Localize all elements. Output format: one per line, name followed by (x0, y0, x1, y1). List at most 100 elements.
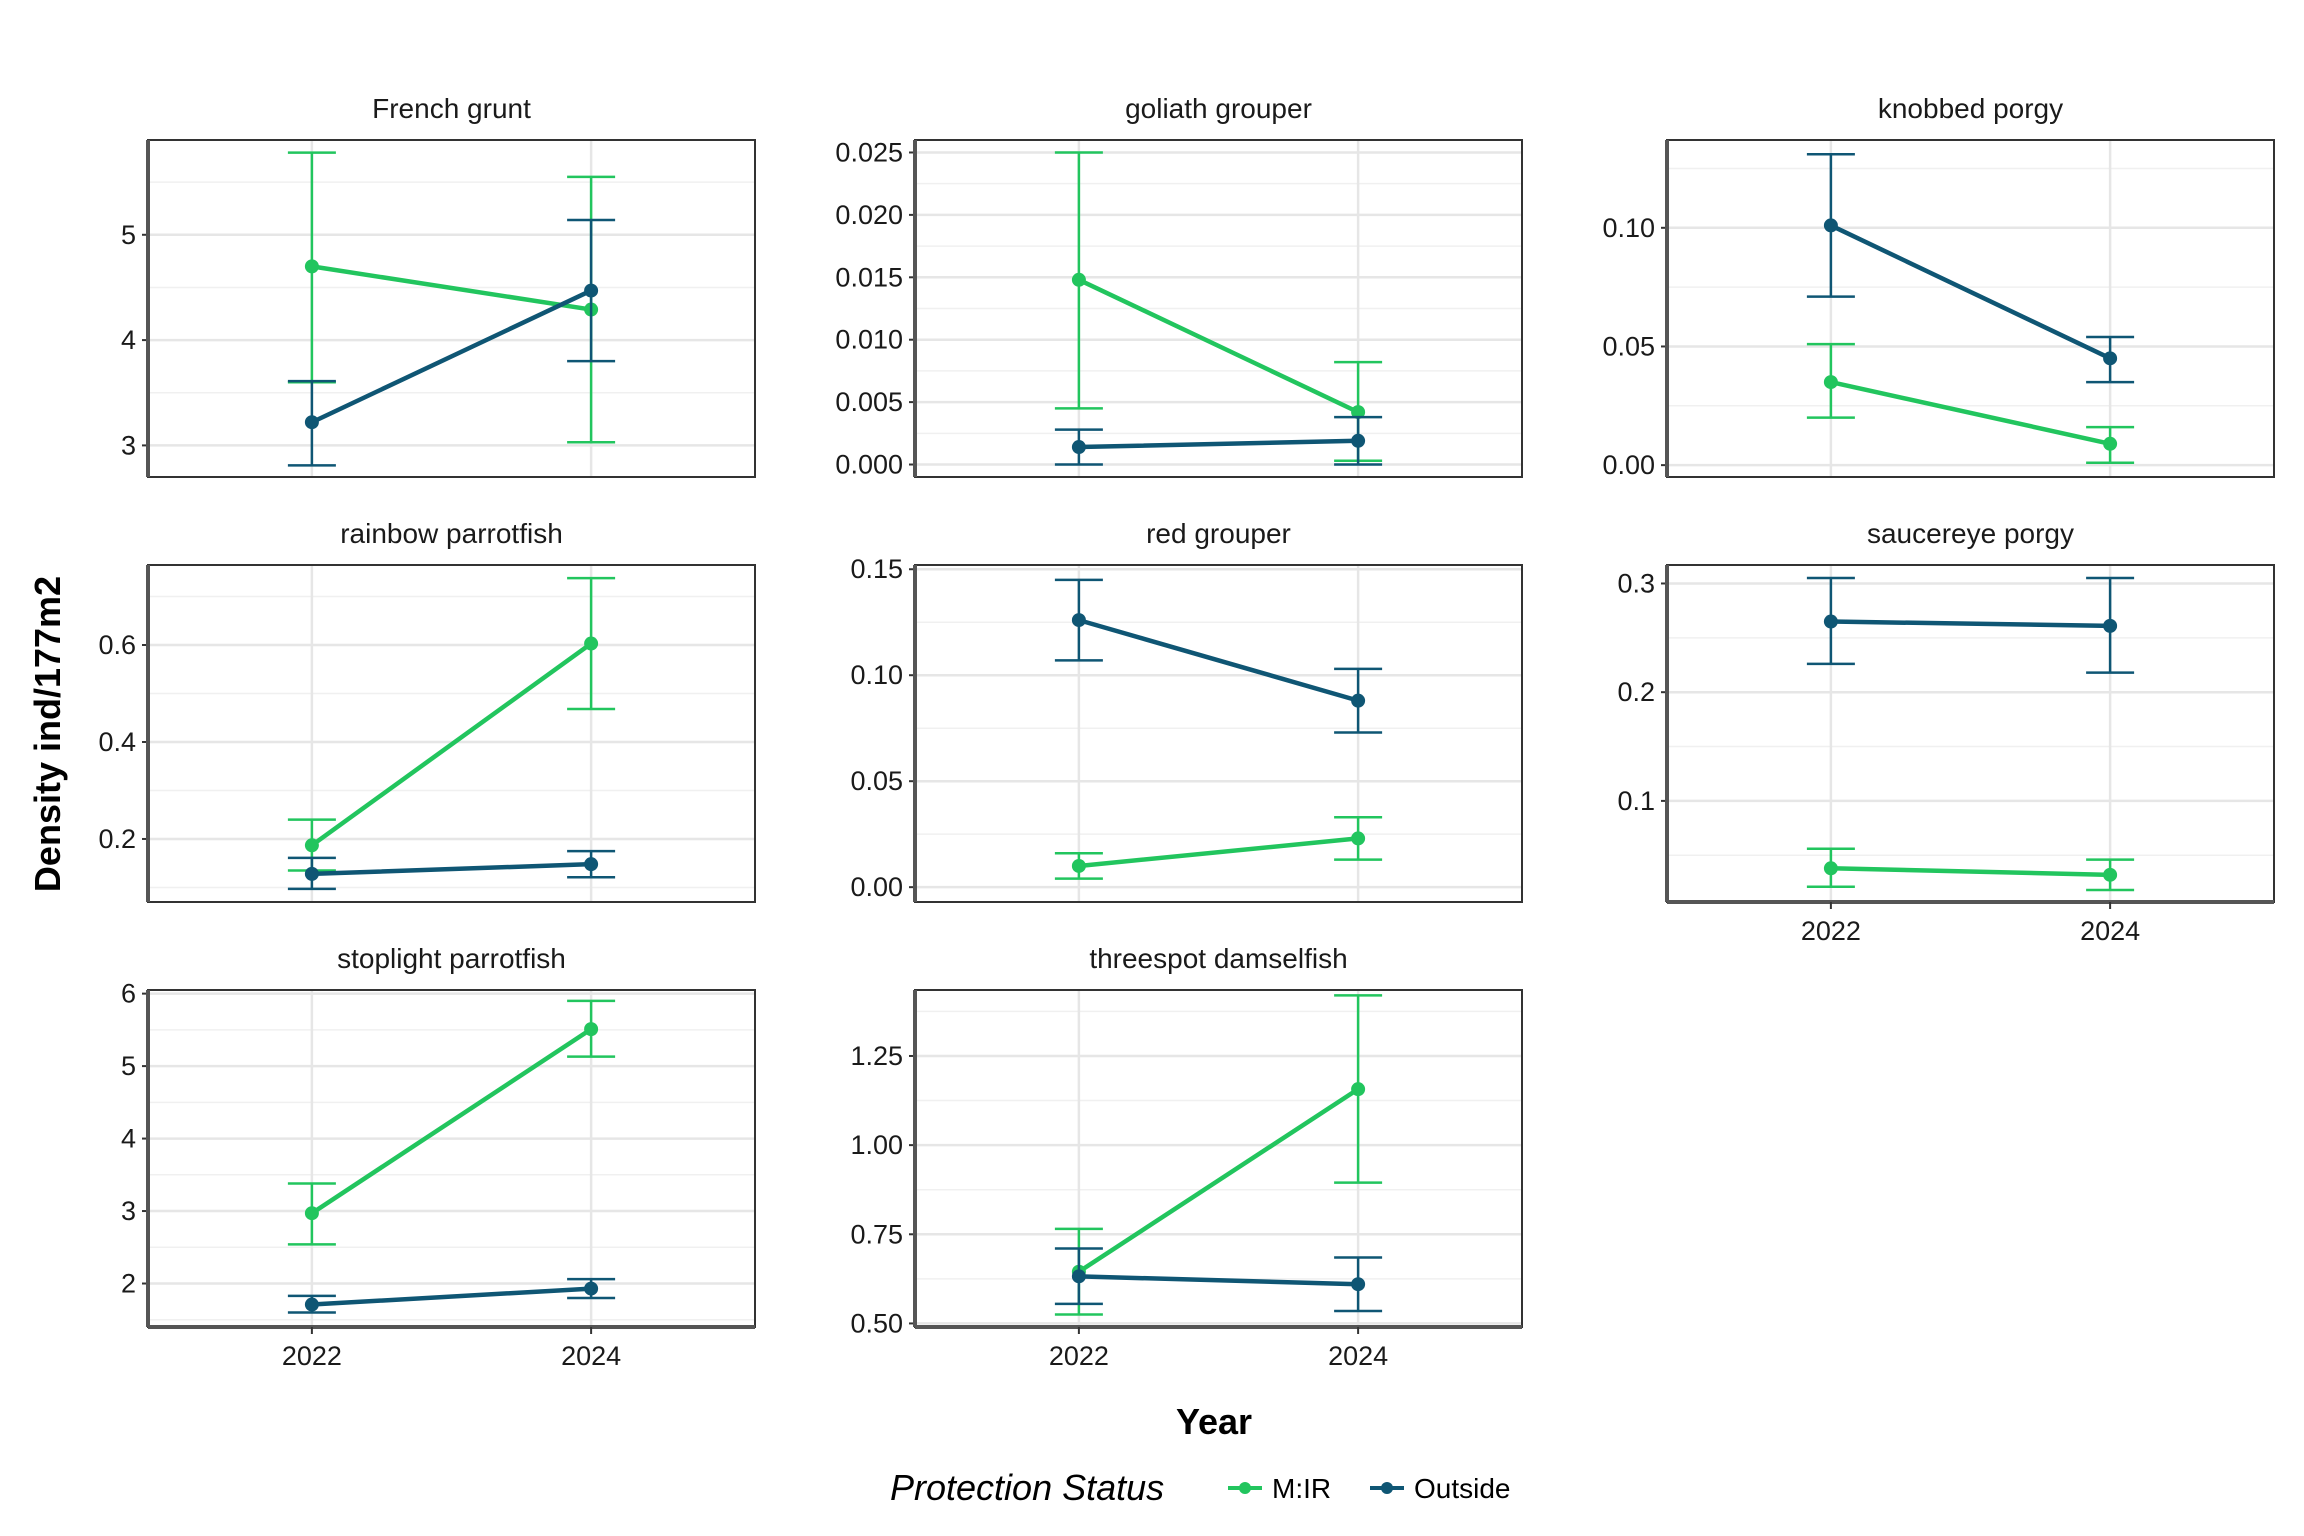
series-line-outside (1076, 1274, 1361, 1287)
panel-title: goliath grouper (1125, 93, 1312, 124)
data-point-m-ir (584, 1022, 599, 1037)
x-tick-label: 2024 (2080, 916, 2140, 946)
y-tick-label: 4 (121, 1124, 136, 1154)
series-line-outside (309, 1286, 594, 1307)
y-tick-label: 6 (121, 979, 136, 1009)
data-point-m-ir (304, 838, 319, 853)
series-line-outside (1076, 438, 1361, 450)
data-point-m-ir (1351, 1082, 1366, 1097)
x-tick-label: 2022 (1801, 916, 1861, 946)
data-point-m-ir (1351, 405, 1366, 420)
series-line-m-ir (309, 1026, 594, 1216)
data-point-m-ir (304, 259, 319, 274)
series-line-m-ir (309, 264, 594, 312)
y-tick-label: 3 (121, 1196, 136, 1226)
y-tick-label: 0.00 (1602, 450, 1655, 480)
x-axis-title: Year (1176, 1401, 1252, 1442)
y-tick-label: 0.025 (835, 137, 903, 167)
data-point-outside (2103, 618, 2118, 633)
y-tick-label: 0.6 (98, 630, 136, 660)
panel-title: knobbed porgy (1878, 93, 2063, 124)
series-line-outside (1828, 223, 2113, 361)
legend: Protection Status M:IR Outside (890, 1467, 1511, 1508)
y-tick-label: 0.2 (1617, 677, 1655, 707)
series-line-outside (1076, 617, 1361, 703)
series-line-outside (309, 861, 594, 877)
data-point-outside (584, 1281, 599, 1296)
panel-background (915, 565, 1522, 902)
y-tick-label: 0.05 (850, 766, 903, 796)
series-line-m-ir (1828, 866, 2113, 878)
panel-background (148, 140, 755, 477)
y-tick-label: 0.1 (1617, 786, 1655, 816)
data-point-m-ir (1071, 858, 1086, 873)
panel-title: threespot damselfish (1089, 943, 1347, 974)
legend-item-mir: M:IR (1228, 1473, 1331, 1504)
series-line-outside (309, 288, 594, 425)
x-tick-label: 2024 (561, 1341, 621, 1371)
series-line-m-ir (1076, 277, 1361, 415)
panel-title: French grunt (372, 93, 531, 124)
y-tick-label: 0.10 (1602, 213, 1655, 243)
y-tick-label: 5 (121, 220, 136, 250)
panel-french-grunt: French grunt 3 4 5 (121, 93, 756, 478)
x-tick-label: 2022 (282, 1341, 342, 1371)
legend-key-mir-point (1239, 1482, 1251, 1494)
y-tick-label: 0.020 (835, 200, 903, 230)
y-tick-label: 1.00 (850, 1130, 903, 1160)
panel-background (1667, 565, 2274, 902)
data-point-outside (1351, 1277, 1366, 1292)
y-tick-label: 0.15 (850, 554, 903, 584)
series-line-m-ir (1076, 1086, 1361, 1274)
series-line-outside (1828, 619, 2113, 629)
y-tick-label: 0.75 (850, 1219, 903, 1249)
data-point-outside (1071, 613, 1086, 628)
data-point-outside (1351, 433, 1366, 448)
legend-item-outside: Outside (1370, 1473, 1511, 1504)
data-point-outside (1823, 218, 1838, 233)
data-point-m-ir (304, 1206, 319, 1221)
y-tick-label: 2 (121, 1269, 136, 1299)
series-line-m-ir (309, 641, 594, 848)
data-point-m-ir (1823, 375, 1838, 390)
panel-title: rainbow parrotfish (340, 518, 563, 549)
data-point-m-ir (2103, 867, 2118, 882)
panel-saucereye-porgy: saucereye porgy 0.1 0.2 0.3 2022 2024 (1617, 518, 2275, 946)
y-tick-label: 0.10 (850, 660, 903, 690)
data-point-m-ir (2103, 436, 2118, 451)
panel-knobbed-porgy: knobbed porgy 0.00 0.05 0.10 (1602, 93, 2275, 480)
panel-red-grouper: red grouper 0.00 0.05 0.10 0.15 (850, 518, 1523, 903)
series-line-m-ir (1076, 836, 1361, 869)
panel-threespot-damselfish: threespot damselfish 0.50 0.75 1.00 1.25 2022… (850, 943, 1523, 1371)
panel-title: stoplight parrotfish (337, 943, 566, 974)
legend-title: Protection Status (890, 1467, 1164, 1508)
y-tick-label: 0.4 (98, 727, 136, 757)
panel-rainbow-parrotfish: rainbow parrotfish 0.2 0.4 0.6 (98, 518, 756, 903)
panel-title: saucereye porgy (1867, 518, 2074, 549)
panel-stoplight-parrotfish: stoplight parrotfish 2 3 4 5 6 2022 2024 (121, 943, 756, 1371)
legend-label-mir: M:IR (1272, 1473, 1331, 1504)
y-tick-label: 0.010 (835, 325, 903, 355)
data-point-outside (1823, 614, 1838, 629)
y-tick-label: 0.50 (850, 1308, 903, 1338)
legend-label-outside: Outside (1414, 1473, 1511, 1504)
data-point-outside (1071, 1269, 1086, 1284)
y-tick-label: 0.005 (835, 387, 903, 417)
y-tick-label: 5 (121, 1051, 136, 1081)
y-tick-label: 1.25 (850, 1041, 903, 1071)
panel-background (148, 990, 755, 1327)
x-tick-label: 2022 (1049, 1341, 1109, 1371)
panel-background (915, 990, 1522, 1327)
y-tick-label: 3 (121, 430, 136, 460)
panel-background (148, 565, 755, 902)
data-point-m-ir (1823, 861, 1838, 876)
data-point-outside (304, 866, 319, 881)
data-point-outside (304, 1297, 319, 1312)
data-point-m-ir (584, 636, 599, 651)
y-tick-label: 0.000 (835, 450, 903, 480)
y-tick-label: 0.2 (98, 824, 136, 854)
y-tick-label: 4 (121, 325, 136, 355)
y-tick-label: 0.00 (850, 872, 903, 902)
panel-goliath-grouper: goliath grouper 0.000 0.005 0.010 0.015 0.020… (835, 93, 1523, 480)
